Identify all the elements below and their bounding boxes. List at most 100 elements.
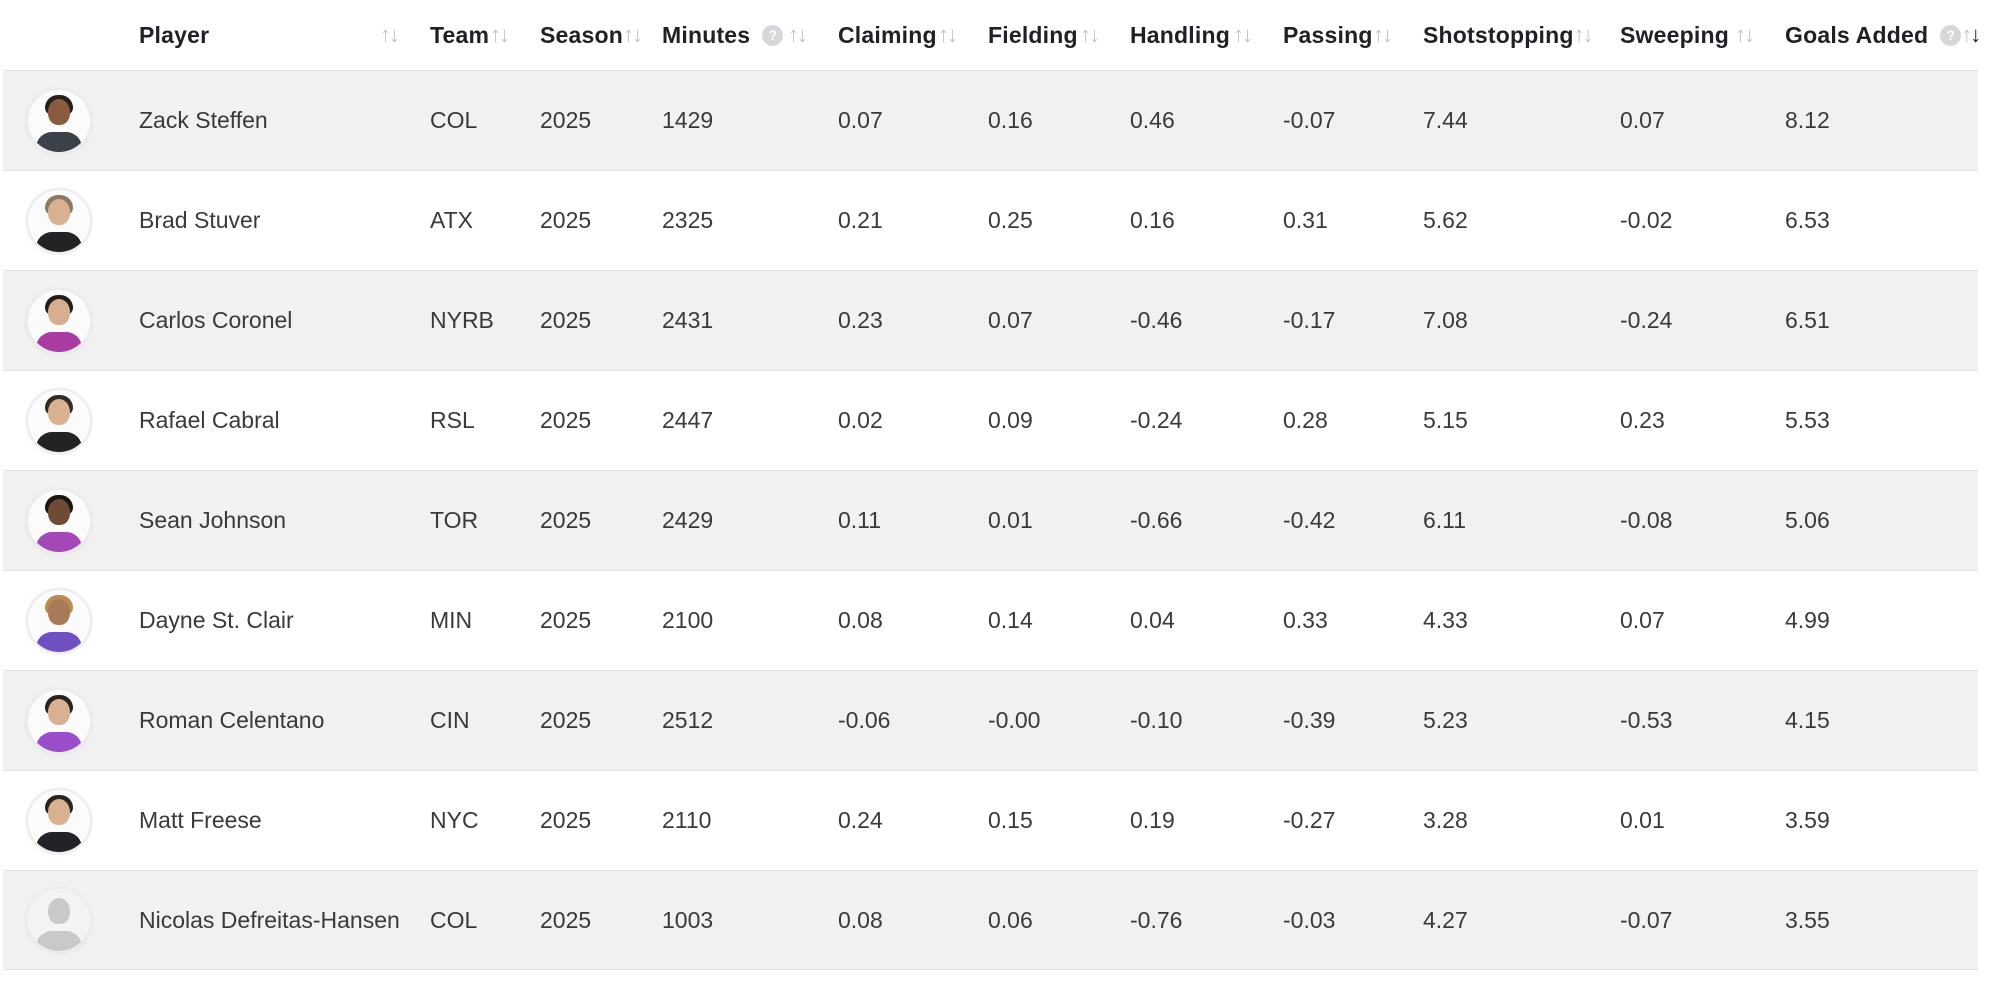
cell-passing: 0.33 — [1283, 607, 1328, 633]
player-avatar — [26, 587, 92, 654]
cell-minutes: 2512 — [662, 707, 714, 733]
sort-control[interactable]: ↑ ↓ — [490, 24, 510, 46]
column-header-minutes[interactable]: Minutes ? ↑ ↓ — [662, 0, 838, 70]
cell-passing: 0.31 — [1283, 207, 1328, 233]
table-row[interactable]: Nicolas Defreitas-Hansen COL 2025 1003 0.08… — [3, 870, 1978, 970]
sort-control[interactable]: ↑ ↓ — [788, 24, 808, 46]
column-header-goals_added[interactable]: Goals Added ? ↑ ↓ — [1785, 0, 2000, 70]
cell-passing: -0.03 — [1283, 906, 1336, 933]
cell-shotstopping: 3.28 — [1423, 807, 1468, 833]
column-header-player[interactable]: Player ↑ ↓ — [139, 0, 430, 70]
cell-handling: 0.04 — [1130, 607, 1175, 633]
table-row[interactable]: Zack Steffen COL 2025 1429 0.07 0.16 0.46 -0.0… — [3, 70, 1978, 170]
cell-passing: -0.42 — [1283, 507, 1336, 533]
cell-goals_added: 8.12 — [1785, 107, 1830, 133]
player-avatar — [26, 487, 92, 554]
sort-down-icon: ↓ — [1582, 22, 1594, 47]
cell-fielding: 0.06 — [988, 906, 1033, 933]
player-avatar-cell — [3, 71, 139, 170]
cell-player: Carlos Coronel — [139, 307, 293, 333]
player-avatar — [26, 687, 92, 754]
table-row[interactable]: Sean Johnson TOR 2025 2429 0.11 0.01 -0.66 -0.… — [3, 470, 1978, 570]
column-header-claiming[interactable]: Claiming ↑ ↓ — [838, 0, 988, 70]
cell-team: COL — [430, 906, 478, 933]
cell-goals_added: 5.06 — [1785, 507, 1830, 533]
table-row[interactable]: Brad Stuver ATX 2025 2325 0.21 0.25 0.16 0.31 5… — [3, 170, 1978, 270]
column-header-shotstopping[interactable]: Shotstopping ↑ ↓ — [1423, 0, 1620, 70]
cell-passing: -0.17 — [1283, 307, 1336, 333]
sort-control[interactable]: ↑ ↓ — [938, 24, 958, 46]
sort-control[interactable]: ↑ ↓ — [380, 24, 400, 46]
cell-handling: -0.24 — [1130, 407, 1183, 433]
help-icon[interactable]: ? — [1940, 24, 1962, 46]
table-row[interactable]: Carlos Coronel NYRB 2025 2431 0.23 0.07 -0.46… — [3, 270, 1978, 370]
sort-control[interactable]: ↑ ↓ — [623, 24, 643, 46]
column-header-team[interactable]: Team ↑ ↓ — [430, 0, 540, 70]
cell-fielding: 0.15 — [988, 807, 1033, 833]
avatar-column-header — [3, 0, 139, 70]
column-header-passing[interactable]: Passing ↑ ↓ — [1283, 0, 1423, 70]
cell-sweeping: -0.07 — [1620, 906, 1673, 933]
cell-shotstopping: 4.27 — [1423, 906, 1468, 933]
cell-passing: -0.39 — [1283, 707, 1336, 733]
column-label: Fielding — [988, 21, 1078, 48]
avatar-head — [48, 198, 70, 225]
cell-sweeping: 0.23 — [1620, 407, 1665, 433]
table-row[interactable]: Rafael Cabral RSL 2025 2447 0.02 0.09 -0.24 0.… — [3, 370, 1978, 470]
cell-claiming: 0.23 — [838, 307, 883, 333]
player-avatar-cell — [3, 871, 139, 969]
cell-fielding: 0.01 — [988, 507, 1033, 533]
cell-minutes: 2429 — [662, 507, 714, 533]
player-avatar-cell — [3, 171, 139, 270]
column-label: Claiming — [838, 21, 937, 48]
sort-control[interactable]: ↑ ↓ — [1233, 24, 1253, 46]
cell-player: Matt Freese — [139, 807, 262, 833]
table-row[interactable]: Dayne St. Clair MIN 2025 2100 0.08 0.14 0.04 0… — [3, 570, 1978, 670]
help-icon[interactable]: ? — [762, 24, 784, 46]
column-header-fielding[interactable]: Fielding ↑ ↓ — [988, 0, 1130, 70]
cell-minutes: 2110 — [662, 807, 712, 833]
sort-control[interactable]: ↑ ↓ — [1735, 24, 1755, 46]
player-avatar-cell — [3, 671, 139, 770]
avatar-jersey — [36, 531, 82, 552]
cell-shotstopping: 5.23 — [1423, 707, 1468, 733]
cell-claiming: 0.21 — [838, 207, 883, 233]
player-avatar-cell — [3, 471, 139, 570]
column-header-season[interactable]: Season ↑ ↓ — [540, 0, 662, 70]
table-row[interactable]: Roman Celentano CIN 2025 2512 -0.06 -0.00 -0.… — [3, 670, 1978, 770]
cell-player: Rafael Cabral — [139, 407, 280, 433]
column-header-handling[interactable]: Handling ↑ ↓ — [1130, 0, 1283, 70]
avatar-head — [48, 698, 70, 725]
cell-shotstopping: 4.33 — [1423, 607, 1468, 633]
avatar-jersey — [36, 231, 82, 252]
sort-down-icon: ↓ — [499, 22, 510, 47]
column-header-sweeping[interactable]: Sweeping ↑ ↓ — [1620, 0, 1785, 70]
player-avatar — [26, 387, 92, 454]
cell-shotstopping: 5.62 — [1423, 207, 1468, 233]
cell-player: Sean Johnson — [139, 507, 287, 533]
sort-control[interactable]: ↑ ↓ — [1080, 24, 1100, 46]
cell-sweeping: -0.53 — [1620, 707, 1673, 733]
sort-down-icon: ↓ — [797, 22, 808, 47]
avatar-head — [48, 798, 70, 825]
cell-passing: 0.28 — [1283, 407, 1328, 433]
avatar-jersey — [36, 831, 82, 852]
table-body: Zack Steffen COL 2025 1429 0.07 0.16 0.46 -0.0… — [3, 70, 1978, 970]
cell-handling: 0.46 — [1130, 107, 1175, 133]
cell-minutes: 2431 — [662, 307, 714, 333]
sort-control[interactable]: ↑ ↓ — [1961, 24, 1981, 46]
column-label: Team — [430, 21, 490, 48]
cell-shotstopping: 5.15 — [1423, 407, 1468, 433]
sort-up-icon: ↑ — [380, 22, 391, 47]
sort-control[interactable]: ↑ ↓ — [1373, 24, 1393, 46]
sort-control[interactable]: ↑ ↓ — [1574, 24, 1594, 46]
player-avatar-cell — [3, 771, 139, 870]
avatar-jersey — [36, 631, 82, 652]
cell-team: MIN — [430, 607, 473, 633]
cell-sweeping: -0.08 — [1620, 507, 1673, 533]
cell-season: 2025 — [540, 507, 592, 533]
cell-fielding: 0.07 — [988, 307, 1033, 333]
table-row[interactable]: Matt Freese NYC 2025 2110 0.24 0.15 0.19 -0.27… — [3, 770, 1978, 870]
cell-passing: -0.27 — [1283, 807, 1336, 833]
cell-claiming: 0.11 — [838, 507, 882, 533]
